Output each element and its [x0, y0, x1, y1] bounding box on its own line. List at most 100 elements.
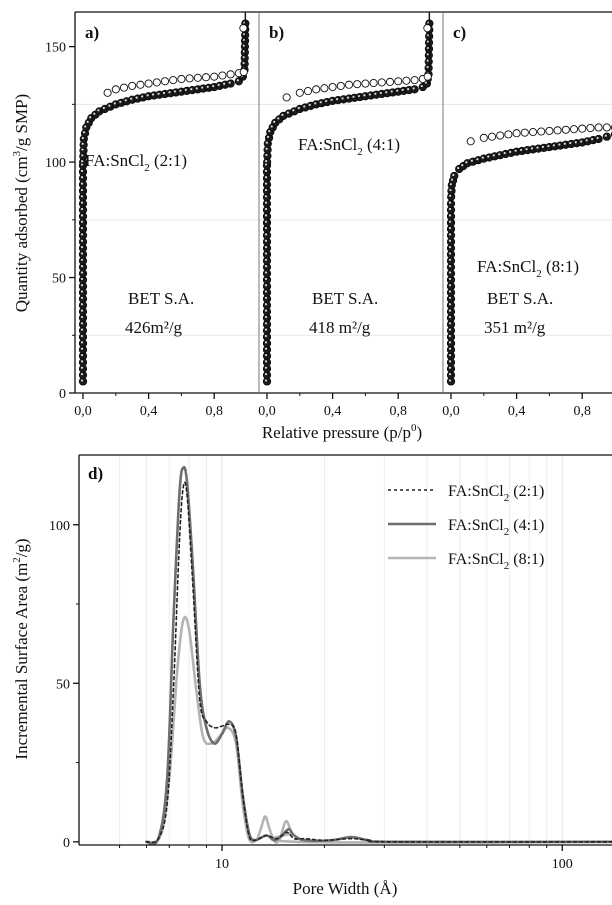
desorption-point	[226, 70, 235, 79]
adsorption-point-highlight	[476, 158, 479, 161]
legend-label-main: FA:SnCl	[448, 483, 504, 500]
panel-label: b)	[269, 23, 284, 42]
adsorption-point-highlight	[264, 201, 268, 204]
adsorption-point-highlight	[212, 84, 215, 88]
adsorption-point-highlight	[325, 99, 328, 103]
adsorption-point-highlight	[286, 111, 289, 114]
adsorption-point-highlight	[162, 91, 166, 95]
adsorption-point-highlight	[308, 103, 311, 107]
adsorption-point-highlight	[82, 131, 86, 134]
adsorption-point-highlight	[242, 44, 246, 47]
desorption-point	[312, 85, 321, 94]
panel-2-series	[262, 12, 434, 386]
adsorption-point-highlight	[541, 145, 545, 148]
legend-label: FA:SnCl2 (4:1)	[448, 517, 544, 538]
x-tick-label: 10	[215, 857, 229, 872]
adsorption-point-highlight	[80, 246, 84, 249]
adsorption-point-highlight	[264, 379, 268, 382]
legend-label-main: FA:SnCl	[448, 551, 504, 568]
adsorption-point-highlight	[264, 296, 268, 300]
adsorption-point-highlight	[352, 95, 355, 98]
desorption-point	[353, 80, 362, 89]
adsorption-point-highlight	[80, 239, 84, 242]
adsorption-point-highlight	[124, 99, 127, 102]
adsorption-point-highlight	[236, 79, 239, 82]
desorption-point	[282, 93, 291, 102]
adsorption-point-highlight	[80, 226, 84, 230]
desorption-point	[410, 76, 419, 85]
desorption-point	[239, 67, 248, 77]
desorption-point	[320, 84, 329, 93]
y-axis-title: Incremental Surface Area (m2/g)	[11, 538, 31, 759]
desorption-point	[193, 73, 202, 82]
adsorption-point-highlight	[448, 201, 452, 204]
y-axis-title-end: /g)	[12, 538, 31, 557]
adsorption-point-highlight	[264, 328, 268, 331]
y-axis-title-sup: 3	[11, 150, 23, 156]
adsorption-point-highlight	[363, 94, 366, 97]
adsorption-point-highlight	[412, 87, 415, 90]
adsorption-point-highlight	[314, 102, 317, 105]
adsorption-point-highlight	[264, 207, 268, 211]
desorption-point	[545, 126, 554, 135]
adsorption-point-highlight	[461, 164, 464, 167]
desorption-point	[144, 79, 153, 88]
adsorption-point-highlight	[80, 334, 84, 338]
adsorption-point-highlight	[270, 125, 273, 128]
y-tick-label: 0	[59, 387, 66, 402]
adsorption-point-highlight	[264, 290, 268, 293]
y-axis-title-end: /g SMP)	[12, 94, 31, 151]
x-tick-label: 100	[552, 857, 573, 872]
adsorption-point-highlight	[457, 166, 460, 170]
sample-label-tail: (8:1)	[542, 257, 579, 276]
adsorption-point-highlight	[335, 98, 339, 101]
desorption-point	[553, 126, 562, 135]
x-tick-label: 0,4	[140, 404, 158, 419]
adsorption-point-highlight	[113, 102, 116, 105]
adsorption-point-highlight	[449, 188, 452, 192]
desorption-point	[185, 74, 194, 83]
adsorption-point-highlight	[368, 93, 371, 96]
adsorption-point-highlight	[89, 116, 92, 119]
adsorption-point-highlight	[498, 153, 501, 156]
desorption-point	[512, 129, 521, 138]
adsorption-point-highlight	[80, 176, 84, 179]
adsorption-point-highlight	[80, 366, 84, 369]
adsorption-point-highlight	[80, 373, 84, 376]
adsorption-point-highlight	[264, 163, 268, 166]
adsorption-point-highlight	[80, 328, 84, 331]
adsorption-point-highlight	[448, 341, 452, 344]
adsorption-point-highlight	[80, 353, 84, 357]
x-tick-label: 0,4	[324, 404, 342, 419]
adsorption-point-highlight	[385, 91, 388, 94]
adsorption-point-highlight	[346, 96, 350, 99]
adsorption-point-highlight	[264, 265, 268, 268]
adsorption-point-highlight	[357, 94, 361, 98]
desorption-point	[201, 73, 211, 82]
adsorption-point	[450, 171, 459, 181]
adsorption-point-highlight	[281, 113, 284, 117]
y-tick-label: 50	[56, 677, 70, 692]
sample-label-tail: (2:1)	[150, 151, 187, 170]
isotherm-axes	[69, 11, 612, 399]
bet-value: 351 m²/g	[484, 318, 546, 337]
adsorption-point-highlight	[264, 315, 268, 319]
adsorption-point-highlight	[264, 182, 268, 185]
desorption-point	[561, 125, 570, 134]
adsorption-point-highlight	[146, 94, 149, 97]
desorption-point	[160, 77, 170, 86]
adsorption-point-highlight	[448, 290, 452, 293]
adsorption-point-highlight	[379, 91, 382, 95]
desorption-point	[578, 124, 587, 133]
adsorption-point-highlight	[242, 61, 245, 65]
adsorption-point-highlight	[273, 120, 276, 123]
adsorption-point-highlight	[80, 284, 84, 287]
adsorption-point-highlight	[470, 159, 473, 162]
x-tick-label: 0,0	[442, 404, 460, 419]
desorption-point	[239, 24, 248, 33]
adsorption-point-highlight	[264, 366, 268, 369]
adsorption-point	[410, 85, 419, 94]
adsorption-point-highlight	[547, 144, 550, 148]
